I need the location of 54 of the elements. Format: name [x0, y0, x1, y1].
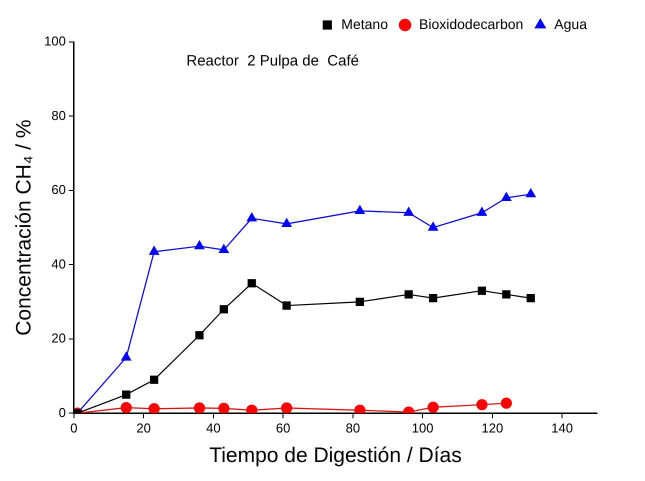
point — [428, 294, 438, 302]
y-tick-label: 100 — [44, 34, 66, 49]
point — [195, 331, 204, 340]
point — [282, 218, 292, 227]
point — [194, 240, 204, 250]
point — [354, 404, 366, 414]
x-tick-label: 20 — [136, 420, 151, 436]
x-tick-label: 140 — [551, 420, 573, 436]
point — [122, 390, 130, 399]
point — [248, 279, 256, 288]
x-tick-label: 0 — [70, 420, 78, 436]
point — [526, 294, 535, 302]
point — [476, 399, 488, 410]
point — [150, 376, 158, 384]
point — [148, 403, 160, 414]
point — [246, 404, 258, 414]
point — [246, 212, 257, 222]
point — [428, 222, 438, 231]
point — [281, 402, 292, 414]
x-tick-label: 100 — [412, 420, 434, 436]
legend-label: Agua — [554, 16, 588, 32]
point — [502, 290, 510, 299]
point — [500, 398, 512, 409]
point — [356, 298, 364, 306]
point — [218, 402, 230, 414]
y-tick-label: 80 — [51, 108, 66, 123]
y-tick-label: 40 — [51, 256, 66, 272]
point — [476, 207, 487, 216]
point — [218, 244, 229, 253]
point — [427, 402, 439, 413]
x-tick-label: 40 — [206, 420, 221, 436]
point — [282, 301, 291, 310]
y-tick-label: 0 — [58, 404, 66, 420]
point — [478, 286, 486, 295]
y-axis-title: Concentración CH₄ / % — [12, 119, 36, 336]
legend-label: Bioxidodecarbon — [419, 16, 524, 32]
point — [404, 290, 413, 299]
point — [526, 188, 536, 198]
point — [354, 205, 365, 214]
point — [501, 192, 512, 202]
x-tick-label: 80 — [346, 420, 360, 436]
point — [220, 305, 228, 314]
legend-label: Metano — [341, 16, 388, 32]
x-axis-title: Tiempo de Digestión / Días — [209, 444, 462, 468]
text: Reactor 2 Pulpa de Café — [186, 52, 359, 70]
point — [121, 352, 132, 361]
y-tick-label: 60 — [51, 182, 66, 198]
y-tick-label: 20 — [51, 330, 66, 346]
point — [194, 402, 206, 414]
x-tick-label: 60 — [276, 420, 290, 436]
point — [120, 402, 132, 414]
point — [149, 246, 160, 255]
x-tick-label: 120 — [482, 420, 504, 436]
point — [404, 207, 414, 216]
